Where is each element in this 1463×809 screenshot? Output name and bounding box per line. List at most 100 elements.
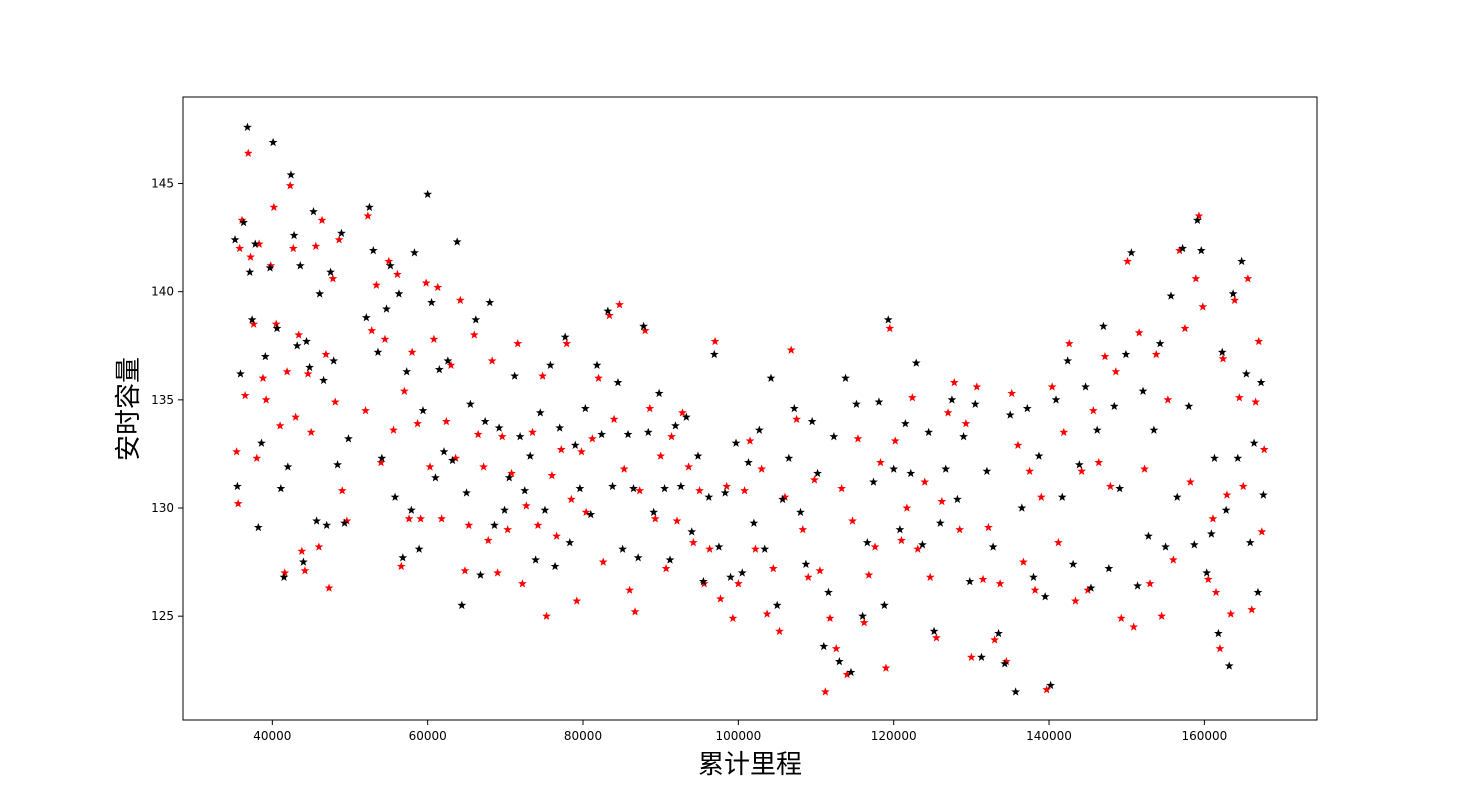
star-marker: [566, 494, 576, 504]
star-marker: [493, 568, 502, 577]
star-marker: [471, 315, 481, 324]
star-marker: [704, 492, 714, 501]
star-marker: [819, 641, 829, 651]
series-0-points: [232, 148, 1269, 696]
star-marker: [513, 339, 523, 348]
star-marker: [720, 488, 730, 497]
star-marker: [990, 635, 1000, 644]
star-marker: [1245, 538, 1255, 547]
star-marker: [745, 436, 755, 445]
star-marker: [276, 483, 286, 493]
star-marker: [1163, 395, 1173, 404]
star-marker: [1000, 659, 1010, 668]
star-marker: [515, 432, 525, 441]
star-marker: [384, 256, 394, 266]
star-marker: [460, 566, 470, 575]
star-marker: [1237, 256, 1247, 266]
star-marker: [423, 189, 433, 199]
star-marker: [286, 170, 296, 179]
star-marker: [699, 576, 708, 586]
star-marker: [643, 427, 653, 437]
star-marker: [485, 297, 495, 307]
star-marker: [1180, 323, 1190, 333]
star-marker: [418, 406, 428, 415]
star-marker: [518, 579, 527, 588]
star-marker: [337, 228, 346, 237]
star-marker: [608, 481, 617, 491]
x-tick-label: 100000: [715, 729, 761, 743]
star-marker: [319, 375, 328, 385]
star-marker: [649, 507, 659, 517]
star-marker: [932, 633, 941, 642]
star-marker: [885, 323, 895, 333]
star-marker: [762, 609, 772, 618]
star-marker: [1253, 587, 1263, 597]
star-marker: [528, 427, 537, 437]
star-marker: [1042, 685, 1052, 694]
x-axis-label: 累计里程: [698, 750, 802, 780]
star-marker: [437, 514, 447, 523]
star-marker: [824, 587, 833, 597]
star-marker: [988, 542, 998, 551]
star-marker: [240, 390, 250, 400]
star-marker: [1157, 611, 1167, 620]
star-marker: [598, 557, 608, 566]
star-marker: [639, 321, 648, 331]
star-marker: [421, 278, 431, 287]
star-marker: [272, 323, 282, 333]
star-marker: [965, 576, 975, 586]
star-marker: [441, 416, 451, 426]
star-marker: [619, 464, 629, 473]
star-marker: [233, 481, 242, 491]
star-marker: [924, 427, 934, 437]
star-marker: [396, 561, 406, 571]
star-marker: [880, 600, 889, 610]
star-marker: [859, 618, 869, 627]
star-marker: [705, 544, 714, 553]
star-marker: [1051, 395, 1061, 404]
star-marker: [490, 520, 499, 530]
star-marker: [1047, 382, 1057, 391]
star-marker: [1222, 490, 1232, 499]
star-marker: [853, 434, 863, 443]
star-marker: [881, 663, 891, 672]
star-marker: [342, 516, 352, 525]
star-marker: [900, 419, 910, 428]
star-marker: [1129, 622, 1139, 631]
star-marker: [953, 494, 962, 504]
star-marker: [1077, 466, 1087, 475]
star-marker: [295, 261, 305, 270]
star-marker: [504, 473, 514, 482]
star-marker: [326, 267, 335, 276]
star-marker: [1211, 587, 1221, 597]
star-marker: [299, 557, 308, 566]
y-tick-label: 125: [151, 609, 174, 623]
star-marker: [911, 358, 921, 367]
star-marker: [455, 295, 465, 305]
star-marker: [389, 425, 398, 434]
star-marker: [1025, 466, 1034, 475]
star-marker: [306, 427, 316, 437]
star-marker: [803, 572, 813, 581]
star-marker: [469, 330, 479, 339]
star-marker: [393, 269, 402, 279]
star-marker: [439, 447, 449, 456]
star-marker: [236, 369, 245, 378]
star-marker: [1217, 347, 1227, 356]
star-marker: [633, 553, 643, 562]
star-marker: [1034, 451, 1044, 460]
star-marker: [716, 594, 725, 603]
star-marker: [667, 432, 676, 441]
star-marker: [253, 522, 263, 532]
star-marker: [594, 373, 603, 382]
star-marker: [540, 505, 550, 514]
star-marker: [1116, 613, 1126, 623]
star-marker: [1155, 339, 1165, 348]
star-marker: [714, 542, 724, 551]
star-marker: [280, 568, 290, 577]
star-marker: [429, 334, 439, 343]
star-marker: [1074, 460, 1084, 469]
star-marker: [1100, 351, 1110, 361]
star-marker: [1151, 349, 1161, 359]
